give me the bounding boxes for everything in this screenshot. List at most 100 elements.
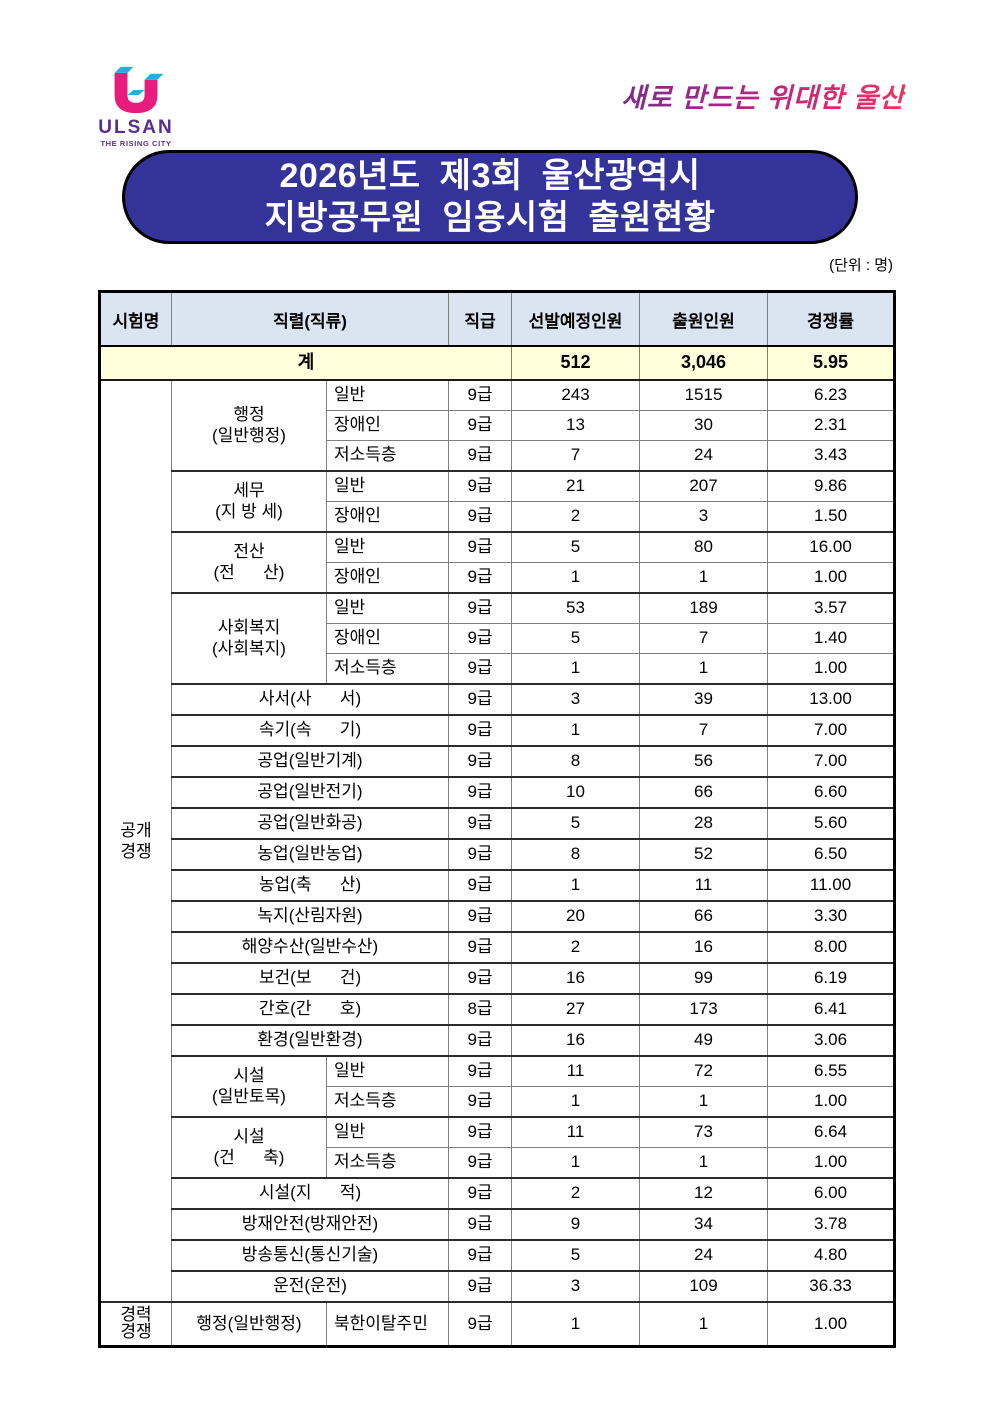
applicant-count-cell: 66	[639, 900, 769, 933]
unit-note: (단위 : 명)	[829, 257, 893, 274]
serial-cell: 보건(보 건)	[170, 962, 450, 995]
planned-count-cell: 20	[511, 900, 641, 933]
applicant-count-cell: 1	[639, 1086, 769, 1118]
subcategory-cell: 일반	[325, 531, 450, 563]
applicant-count-cell: 52	[639, 838, 769, 871]
planned-count-cell: 21	[511, 470, 641, 502]
table-row: 녹지(산림자원) 9급 20 66 3.30	[100, 900, 896, 933]
table-row: 공업(일반기계) 9급 8 56 7.00	[100, 745, 896, 778]
subcategory-cell: 저소득층	[325, 653, 450, 685]
subcategory-cell: 일반	[325, 379, 450, 411]
ratio-cell: 1.00	[767, 653, 896, 685]
planned-count-cell: 1	[511, 1301, 641, 1347]
exam-type-cell: 경력 경쟁	[99, 1301, 172, 1347]
ratio-cell: 36.33	[767, 1270, 896, 1303]
grade-cell: 9급	[448, 440, 513, 472]
ratio-cell: 5.60	[767, 807, 896, 840]
subcategory-cell: 장애인	[325, 410, 450, 441]
exam-type-cell: 공개 경쟁	[99, 379, 172, 1303]
applicant-count-cell: 99	[639, 962, 769, 995]
planned-count-cell: 5	[511, 1239, 641, 1272]
ratio-cell: 13.00	[767, 683, 896, 716]
table-row: 시설(지 적) 9급 2 12 6.00	[100, 1177, 896, 1210]
planned-count-cell: 1	[511, 714, 641, 747]
table-row: 저소득층 9급 1 1 1.00	[100, 1086, 896, 1118]
grade-cell: 9급	[448, 1270, 513, 1303]
ulsan-logo: ULSAN THE RISING CITY	[93, 62, 179, 148]
serial-cell: 환경(일반환경)	[170, 1024, 450, 1057]
applicant-count-cell: 12	[639, 1177, 769, 1210]
grade-cell: 9급	[448, 592, 513, 624]
table-row: 공개 경쟁 행정 (일반행정) 일반 9급 243 1515 6.23	[99, 379, 896, 1303]
applicant-count-cell: 66	[639, 776, 769, 809]
planned-count-cell: 16	[511, 962, 641, 995]
grade-cell: 9급	[448, 776, 513, 809]
planned-count-cell: 53	[511, 592, 641, 624]
grade-cell: 8급	[448, 993, 513, 1026]
table-row: 세무 (지 방 세) 일반 9급 21 207 9.86	[100, 470, 896, 533]
table-row: 저소득층 9급 7 24 3.43	[100, 440, 896, 472]
applicant-count-cell: 73	[639, 1116, 769, 1148]
planned-count-cell: 8	[511, 745, 641, 778]
planned-count-cell: 16	[511, 1024, 641, 1057]
serial-cell: 전산 (전 산)	[171, 531, 327, 594]
ratio-cell: 6.50	[767, 838, 896, 871]
serial-cell: 공업(일반전기)	[170, 776, 450, 809]
grade-cell: 9급	[448, 562, 513, 594]
table-row: 보건(보 건) 9급 16 99 6.19	[100, 962, 896, 995]
planned-count-cell: 5	[511, 623, 641, 654]
applicant-count-cell: 1	[639, 1147, 769, 1179]
planned-count-cell: 1	[511, 869, 641, 902]
subcategory-cell: 저소득층	[325, 1147, 450, 1179]
applicant-count-cell: 1	[639, 1301, 769, 1347]
applicant-count-cell: 24	[639, 440, 769, 472]
planned-count-cell: 243	[511, 379, 641, 411]
applicant-count-cell: 56	[639, 745, 769, 778]
header-row: 시험명 직렬(직류) 직급 선발예정인원 출원인원 경쟁률	[99, 291, 896, 347]
ratio-cell: 9.86	[767, 470, 896, 502]
planned-count-cell: 2	[511, 931, 641, 964]
subcategory-cell: 일반	[325, 1055, 450, 1087]
grade-cell: 9급	[448, 1116, 513, 1148]
grade-cell: 9급	[448, 1239, 513, 1272]
table-row: 장애인 9급 1 1 1.00	[100, 562, 896, 594]
col-header-applied: 출원인원	[639, 291, 769, 347]
serial-cell: 방송통신(통신기술)	[170, 1239, 450, 1272]
serial-cell: 방재안전(방재안전)	[170, 1208, 450, 1241]
applicant-count-cell: 28	[639, 807, 769, 840]
total-label: 계	[98, 345, 513, 381]
serial-cell: 시설 (일반토목)	[171, 1055, 327, 1118]
grade-cell: 9급	[448, 1086, 513, 1118]
grade-cell: 9급	[448, 745, 513, 778]
planned-count-cell: 11	[511, 1055, 641, 1087]
ulsan-logo-mark	[114, 66, 164, 114]
planned-count-cell: 5	[511, 807, 641, 840]
grade-cell: 9급	[448, 1301, 513, 1347]
ratio-cell: 11.00	[767, 869, 896, 902]
serial-cell: 운전(운전)	[170, 1270, 450, 1303]
planned-count-cell: 2	[511, 501, 641, 533]
ratio-cell: 1.00	[767, 1086, 896, 1118]
planned-count-cell: 1	[511, 1147, 641, 1179]
ratio-cell: 3.43	[767, 440, 896, 472]
serial-cell: 공업(일반기계)	[170, 745, 450, 778]
table-row: 농업(축 산) 9급 1 11 11.00	[100, 869, 896, 902]
table-row: 저소득층 9급 1 1 1.00	[100, 1147, 896, 1179]
serial-cell: 녹지(산림자원)	[170, 900, 450, 933]
applicant-count-cell: 16	[639, 931, 769, 964]
table-row: 시설 (일반토목) 일반 9급 11 72 6.55	[100, 1055, 896, 1118]
table-row: 시설 (건 축) 일반 9급 11 73 6.64	[100, 1116, 896, 1179]
ratio-cell: 1.50	[767, 501, 896, 533]
application-status-table: 시험명 직렬(직류) 직급 선발예정인원 출원인원 경쟁률 계 512 3,04…	[98, 290, 897, 1348]
table-row: 방재안전(방재안전) 9급 9 34 3.78	[100, 1208, 896, 1241]
grade-cell: 9급	[448, 807, 513, 840]
applicant-count-cell: 49	[639, 1024, 769, 1057]
serial-cell: 농업(축 산)	[170, 869, 450, 902]
ratio-cell: 2.31	[767, 410, 896, 441]
applicant-count-cell: 3	[639, 501, 769, 533]
planned-count-cell: 11	[511, 1116, 641, 1148]
title-banner: 2026년도 제3회 울산광역시 지방공무원 임용시험 출원현황	[122, 150, 858, 244]
table-row: 농업(일반농업) 9급 8 52 6.50	[100, 838, 896, 871]
ratio-cell: 6.55	[767, 1055, 896, 1087]
applicant-count-cell: 39	[639, 683, 769, 716]
